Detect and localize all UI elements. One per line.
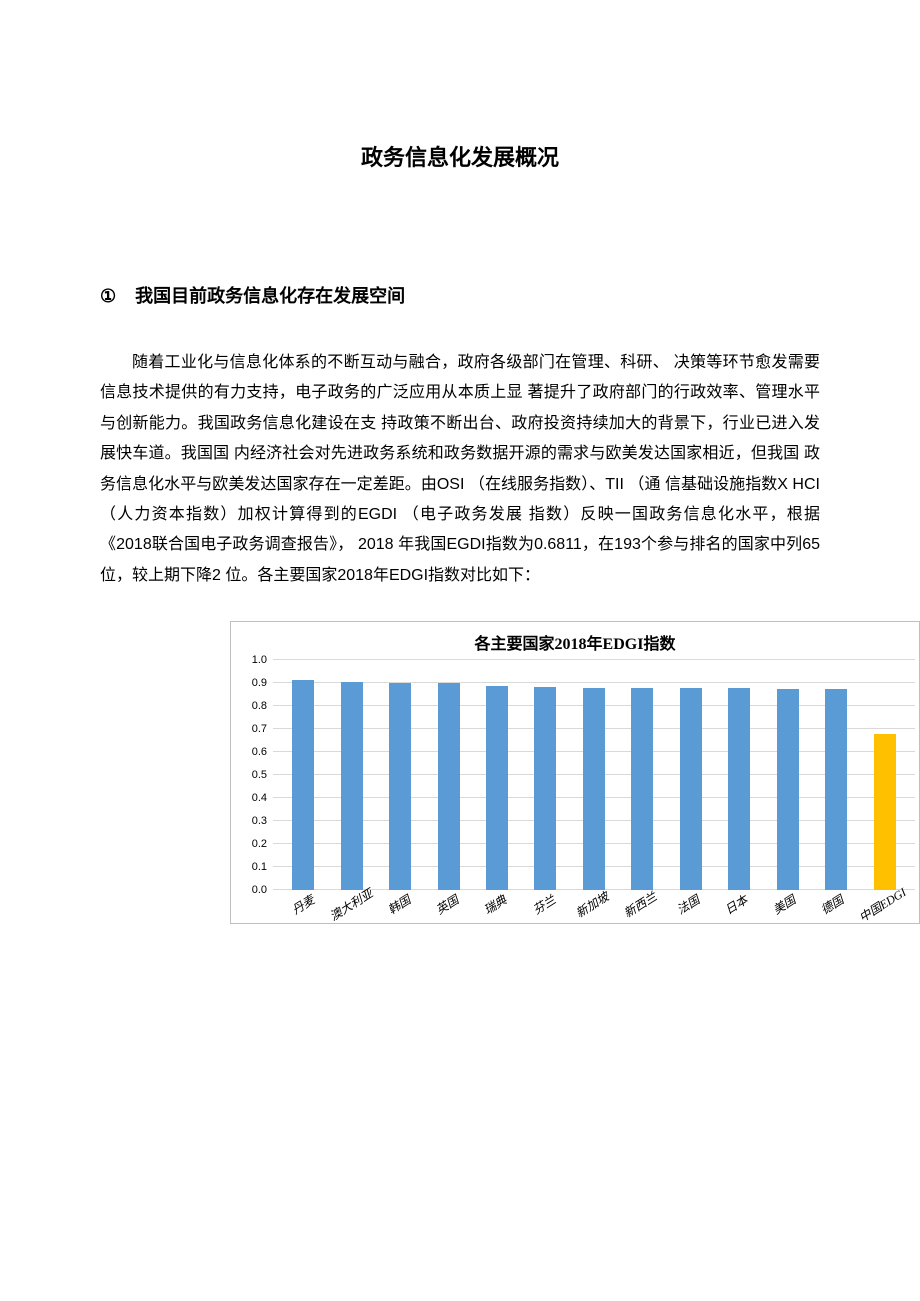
ytick-label: 0.5: [252, 769, 267, 781]
ytick-label: 0.9: [252, 677, 267, 689]
ytick-label: 0.2: [252, 838, 267, 850]
section-heading-text: 我国目前政务信息化存在发展空间: [135, 286, 405, 306]
ytick-label: 0.7: [252, 723, 267, 735]
chart-title: 各主要国家2018年EDGI指数: [231, 622, 919, 660]
ytick-label: 0.3: [252, 815, 267, 827]
bar: [341, 682, 363, 890]
section-number: ①: [100, 286, 116, 307]
xtick-label: 德国: [807, 885, 857, 925]
xtick-label: 新加坡: [567, 885, 617, 925]
bar: [583, 688, 605, 891]
ytick-label: 0.1: [252, 861, 267, 873]
xtick-label: 英国: [422, 885, 472, 925]
bar: [728, 688, 750, 890]
edgi-chart: 各主要国家2018年EDGI指数 0.00.10.20.30.40.50.60.…: [230, 621, 920, 924]
xtick-label: 日本: [711, 885, 761, 925]
bar: [292, 680, 314, 890]
xtick-label: 韩国: [374, 885, 424, 925]
page-title: 政务信息化发展概况: [100, 140, 820, 172]
chart-plot-area: 0.00.10.20.30.40.50.60.70.80.91.0: [273, 660, 915, 890]
bar: [777, 689, 799, 890]
bar: [486, 686, 508, 890]
bar: [534, 687, 556, 890]
ytick-label: 0.6: [252, 746, 267, 758]
ytick-label: 0.8: [252, 700, 267, 712]
xtick-label: 美国: [759, 885, 809, 925]
bar: [631, 688, 653, 891]
bar: [874, 734, 896, 891]
chart-x-labels: 丹麦澳大利亚韩国英国瑞典芬兰新加坡新西兰法国日本美国德国中国EDGI: [273, 890, 915, 923]
ytick-label: 0.0: [252, 884, 267, 896]
bar: [680, 688, 702, 890]
bars-container: [273, 660, 915, 890]
bar: [389, 683, 411, 890]
xtick-label: 瑞典: [471, 885, 521, 925]
body-paragraph: 随着工业化与信息化体系的不断互动与融合，政府各级部门在管理、科研、 决策等环节愈…: [100, 348, 820, 591]
xtick-label: 芬兰: [519, 885, 569, 925]
bar: [825, 689, 847, 890]
xtick-label: 法国: [663, 885, 713, 925]
ytick-label: 1.0: [252, 654, 267, 666]
xtick-label: 丹麦: [278, 885, 328, 925]
xtick-label: 澳大利亚: [326, 885, 376, 925]
xtick-label: 新西兰: [615, 885, 665, 925]
bar: [438, 683, 460, 890]
section-heading: ① 我国目前政务信息化存在发展空间: [100, 282, 820, 308]
ytick-label: 0.4: [252, 792, 267, 804]
